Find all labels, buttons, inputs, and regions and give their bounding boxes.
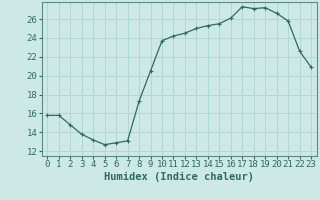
X-axis label: Humidex (Indice chaleur): Humidex (Indice chaleur) (104, 172, 254, 182)
